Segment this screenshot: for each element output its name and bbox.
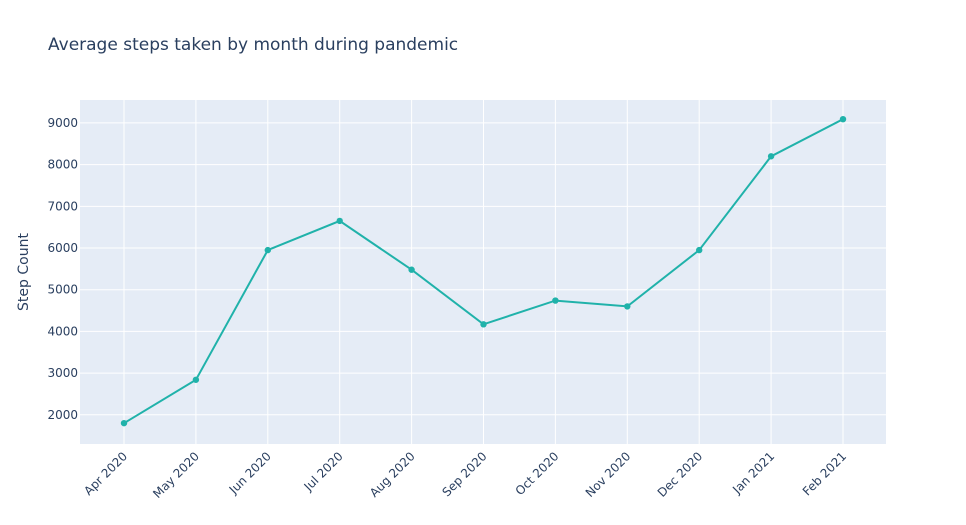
x-tick-label: Apr 2020 <box>81 449 130 498</box>
x-tick-label: Sep 2020 <box>439 449 489 499</box>
horizontal-gridlines <box>80 122 886 416</box>
x-tick-label: Aug 2020 <box>367 449 418 500</box>
y-tick-label: 4000 <box>47 324 78 338</box>
data-point <box>552 297 559 304</box>
x-axis-ticks: Apr 2020 May 2020 Jun 2020 Jul 2020 Aug 2020… <box>81 449 849 501</box>
x-tick-label: Oct 2020 <box>513 449 562 498</box>
data-point <box>696 246 703 254</box>
y-tick-label: 2000 <box>47 408 78 422</box>
data-point <box>839 115 847 123</box>
x-tick-label: May 2020 <box>150 449 202 501</box>
y-tick-label: 7000 <box>47 199 78 213</box>
y-tick-label: 8000 <box>47 158 78 172</box>
y-tick-label: 6000 <box>47 241 78 255</box>
data-point <box>767 153 775 160</box>
y-tick-label: 5000 <box>47 283 78 297</box>
data-point <box>408 266 415 273</box>
x-tick-label: Jan 2021 <box>729 449 777 497</box>
x-tick-label: Nov 2020 <box>583 449 634 500</box>
x-tick-label: Jun 2020 <box>226 449 274 497</box>
data-point <box>624 303 631 310</box>
y-tick-label: 9000 <box>47 116 78 130</box>
chart-title: Average steps taken by month during pand… <box>48 35 458 55</box>
y-axis-ticks: 2000 3000 4000 5000 6000 7000 8000 9000 <box>47 116 78 422</box>
y-tick-label: 3000 <box>47 366 78 380</box>
x-tick-label: Jul 2020 <box>301 449 346 494</box>
series-points <box>120 115 847 427</box>
data-point <box>336 217 343 225</box>
vertical-gridlines <box>123 100 844 444</box>
data-point <box>264 246 271 254</box>
data-point <box>192 376 200 383</box>
data-point <box>120 419 128 427</box>
x-tick-label: Dec 2020 <box>655 449 706 500</box>
y-axis-label: Step Count <box>16 233 32 311</box>
data-point <box>480 321 487 328</box>
x-tick-label: Feb 2021 <box>800 449 849 498</box>
